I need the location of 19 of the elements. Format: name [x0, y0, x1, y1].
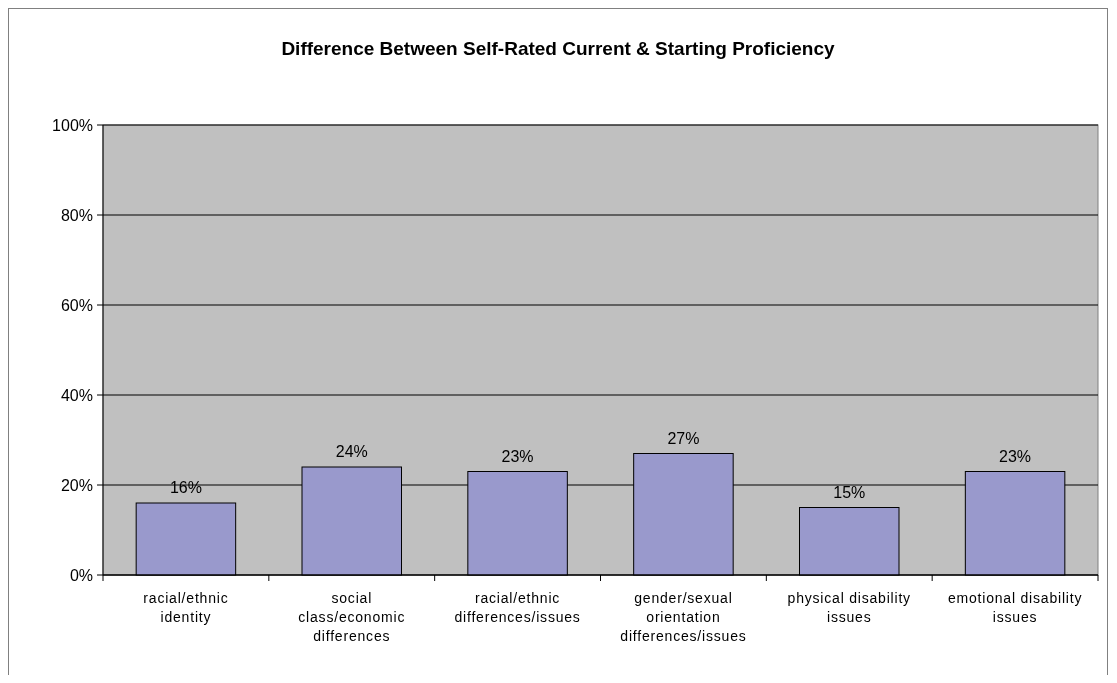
x-tick-label: physical disability issues [787, 590, 911, 625]
data-label: 16% [169, 479, 202, 496]
data-label: 23% [999, 447, 1032, 465]
x-tick-label: social class/economic differences [298, 590, 406, 644]
y-tick-label: 60% [60, 296, 93, 314]
x-tick-label: emotional disability issues [947, 590, 1083, 625]
x-tick-label: racial/ethnic identity [143, 590, 229, 625]
data-label: 27% [667, 429, 700, 447]
y-tick-label: 40% [60, 386, 93, 404]
data-label: 24% [335, 443, 368, 460]
x-tick-label: gender/sexual orientation differences/issues [620, 590, 747, 644]
data-label: 15% [833, 483, 866, 501]
data-label: 23% [501, 447, 534, 465]
y-tick-label: 0% [69, 566, 93, 584]
x-tick-label: racial/ethnic differences/issues [454, 590, 581, 625]
y-tick-label: 20% [60, 476, 93, 494]
y-tick-label: 100% [52, 116, 93, 134]
chart-title: Difference Between Self-Rated Current & Starting Proficiency [281, 38, 836, 59]
y-tick-label: 80% [60, 206, 93, 224]
